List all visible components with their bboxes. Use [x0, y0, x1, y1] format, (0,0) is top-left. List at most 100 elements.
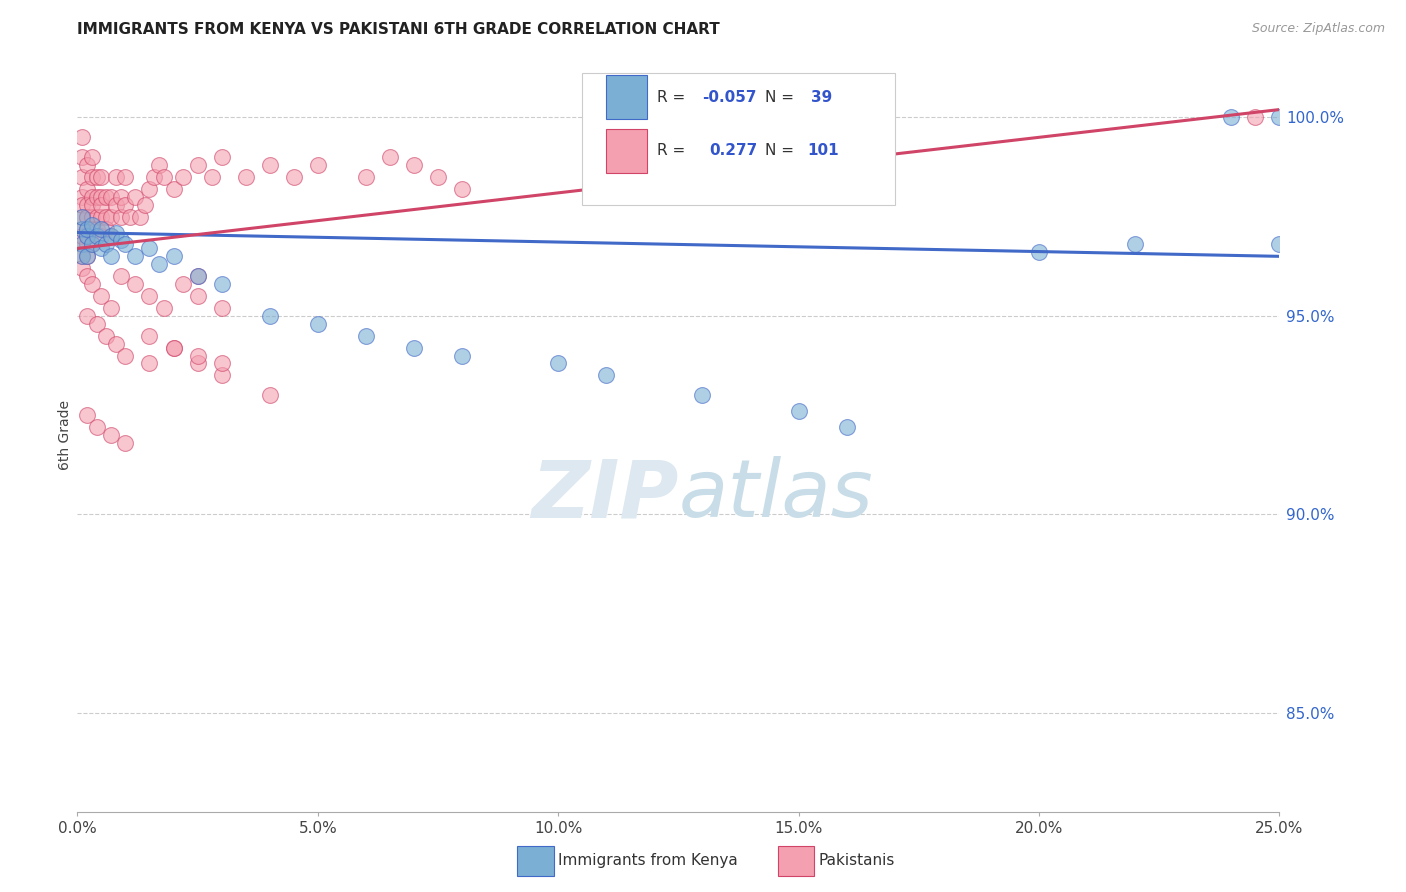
Point — [1123, 237, 1146, 252]
Text: Immigrants from Kenya: Immigrants from Kenya — [558, 854, 738, 868]
Point — [70, 210, 93, 224]
Point — [80, 210, 103, 224]
Point — [402, 341, 425, 355]
Point — [201, 169, 224, 184]
Point — [90, 210, 112, 224]
Point — [80, 237, 103, 252]
Point — [96, 237, 118, 252]
Point — [70, 210, 93, 224]
Point — [595, 368, 617, 383]
Point — [307, 317, 329, 331]
Point — [138, 289, 160, 303]
Y-axis label: 6th Grade: 6th Grade — [58, 400, 72, 470]
Text: N =: N = — [765, 90, 799, 104]
FancyBboxPatch shape — [606, 75, 647, 120]
Point — [70, 190, 93, 204]
Point — [100, 210, 122, 224]
Point — [76, 237, 98, 252]
Point — [80, 218, 103, 232]
Point — [211, 368, 233, 383]
Point — [354, 169, 377, 184]
Point — [80, 221, 103, 235]
Point — [211, 301, 233, 315]
Point — [153, 301, 176, 315]
Point — [100, 249, 122, 263]
Point — [187, 356, 209, 370]
Point — [1028, 245, 1050, 260]
Text: N =: N = — [765, 144, 799, 159]
Point — [70, 237, 93, 252]
Point — [100, 229, 122, 244]
Point — [100, 427, 122, 442]
Point — [114, 435, 136, 450]
Point — [259, 309, 281, 323]
Point — [427, 169, 450, 184]
Point — [124, 190, 146, 204]
Point — [259, 388, 281, 402]
Text: IMMIGRANTS FROM KENYA VS PAKISTANI 6TH GRADE CORRELATION CHART: IMMIGRANTS FROM KENYA VS PAKISTANI 6TH G… — [77, 22, 720, 37]
Point — [80, 190, 103, 204]
Point — [70, 198, 93, 212]
Point — [787, 404, 810, 418]
Point — [70, 229, 93, 244]
Point — [162, 341, 184, 355]
Point — [110, 190, 132, 204]
Point — [402, 158, 425, 172]
FancyBboxPatch shape — [606, 128, 647, 173]
Point — [76, 221, 98, 235]
Point — [128, 210, 150, 224]
Point — [187, 289, 209, 303]
Point — [114, 237, 136, 252]
Point — [1220, 111, 1243, 125]
Point — [187, 158, 209, 172]
Point — [148, 158, 170, 172]
Point — [96, 210, 118, 224]
Point — [90, 241, 112, 255]
Point — [100, 301, 122, 315]
Point — [211, 356, 233, 370]
Point — [138, 182, 160, 196]
Point — [138, 356, 160, 370]
Point — [86, 317, 108, 331]
Point — [1268, 237, 1291, 252]
Point — [104, 169, 127, 184]
Point — [211, 277, 233, 291]
Point — [90, 221, 112, 235]
Point — [134, 198, 156, 212]
Text: Source: ZipAtlas.com: Source: ZipAtlas.com — [1251, 22, 1385, 36]
Point — [90, 198, 112, 212]
Point — [1244, 111, 1267, 125]
Point — [114, 349, 136, 363]
Point — [547, 356, 569, 370]
Point — [70, 237, 93, 252]
Point — [76, 249, 98, 263]
Point — [114, 169, 136, 184]
Text: ZIP: ZIP — [531, 456, 679, 534]
Point — [76, 229, 98, 244]
Point — [172, 169, 194, 184]
Point — [86, 210, 108, 224]
Point — [86, 190, 108, 204]
Point — [76, 182, 98, 196]
Point — [378, 150, 401, 164]
Point — [143, 169, 166, 184]
Point — [96, 221, 118, 235]
Point — [110, 234, 132, 248]
Text: R =: R = — [657, 144, 695, 159]
Point — [80, 169, 103, 184]
Point — [114, 198, 136, 212]
Point — [104, 198, 127, 212]
Point — [307, 158, 329, 172]
Point — [692, 388, 714, 402]
Point — [90, 289, 112, 303]
Text: 101: 101 — [807, 144, 838, 159]
Point — [172, 277, 194, 291]
Point — [187, 349, 209, 363]
Text: R =: R = — [657, 90, 690, 104]
Point — [70, 249, 93, 263]
Text: 0.277: 0.277 — [710, 144, 758, 159]
Point — [76, 249, 98, 263]
Point — [187, 269, 209, 284]
Point — [162, 341, 184, 355]
Point — [451, 349, 474, 363]
